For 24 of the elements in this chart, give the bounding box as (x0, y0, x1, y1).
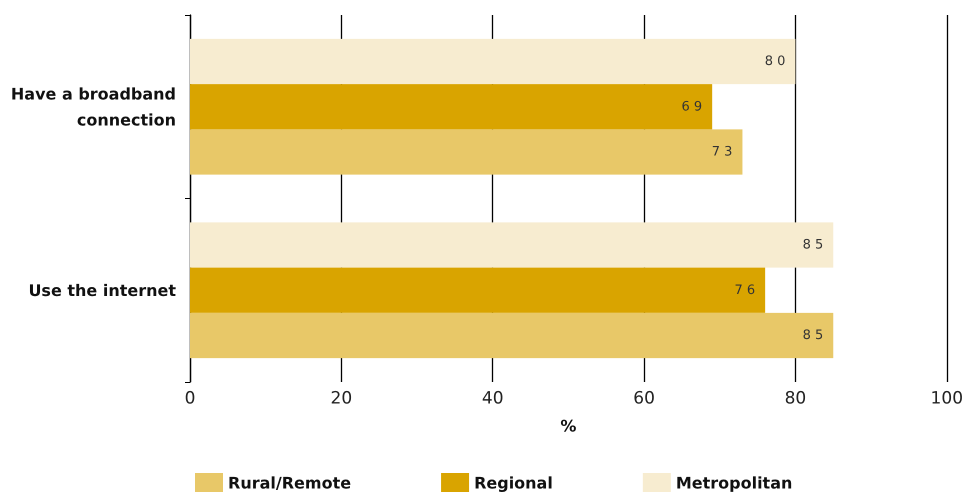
bar (190, 222, 834, 268)
data-label: 8 5 (802, 237, 824, 252)
bar (190, 312, 834, 358)
data-label: 6 9 (681, 99, 702, 114)
x-tick-label: 0 (184, 388, 196, 408)
y-tick-label: Have a broadband connection (10, 84, 176, 130)
x-tick-label: 40 (482, 388, 504, 408)
data-label: 7 6 (734, 282, 756, 298)
bar (190, 38, 796, 84)
data-label: 7 3 (712, 144, 732, 160)
legend-label: Rural/Remote (228, 474, 352, 492)
x-tick-label: 60 (633, 388, 655, 408)
y-tick-label: Use the internet (28, 280, 176, 300)
x-axis-title: % (560, 416, 576, 436)
data-label: 8 5 (802, 328, 824, 344)
bar (190, 129, 742, 175)
bar (190, 268, 766, 313)
legend-label: Metropolitan (676, 474, 792, 492)
bar (190, 84, 712, 130)
x-tick-label: 20 (330, 388, 352, 408)
x-tick-label: 100 (930, 388, 964, 408)
x-tick-label: 80 (784, 388, 806, 408)
legend-label: Regional (474, 474, 553, 492)
data-label: 8 0 (764, 54, 786, 69)
